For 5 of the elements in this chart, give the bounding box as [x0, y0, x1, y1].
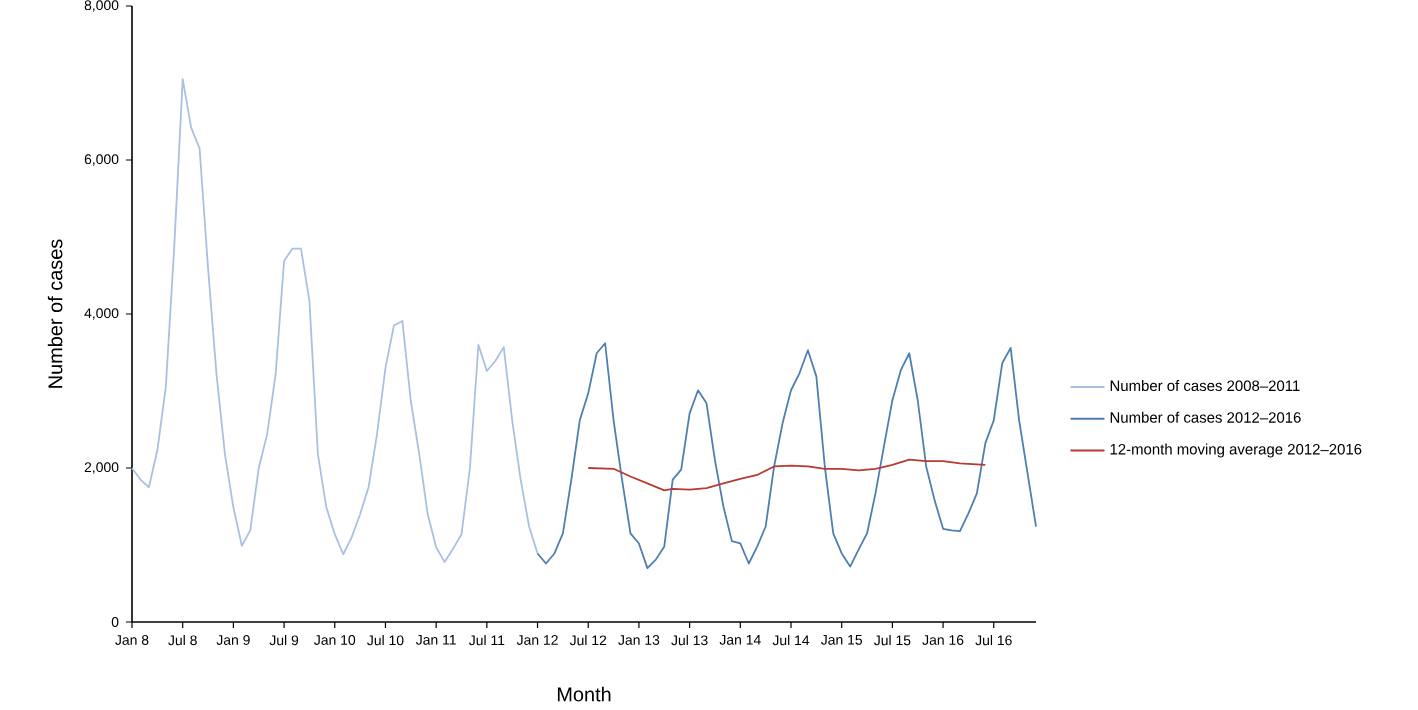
line-series: [536, 342, 1037, 569]
line-series: [131, 78, 539, 563]
x-axis-title: Month: [557, 686, 611, 702]
line-series: [587, 458, 987, 492]
y-axis-title: Number of cases: [47, 239, 63, 388]
